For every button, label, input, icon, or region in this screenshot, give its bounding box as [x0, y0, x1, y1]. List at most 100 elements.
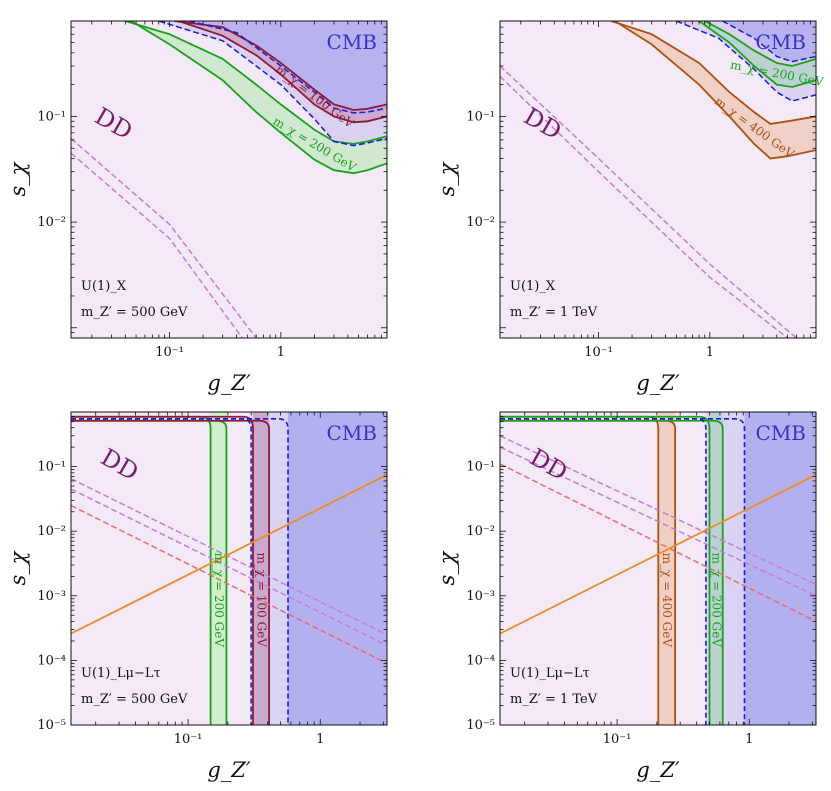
- red-band-edge-line: [71, 419, 270, 725]
- model-label: U(1)_X: [81, 279, 127, 294]
- x-axis-label: g_Z′: [207, 758, 251, 782]
- pink-dashed-line: [500, 435, 816, 586]
- green-band-lower-line: [698, 21, 816, 88]
- panel-br: m_χ = 400 GeV m_χ = 200 GeV 10⁻¹ 1 10⁻⁵ 10⁻⁴ 1…: [435, 411, 817, 782]
- x-axis-label: g_Z′: [636, 758, 680, 782]
- plot-area: [500, 21, 816, 338]
- blue-dashed-line: [722, 21, 816, 63]
- panel-bl: m_χ = 200 GeV m_χ = 100 GeV 10⁻¹ 1 10⁻⁵ 10⁻⁴ 1…: [6, 411, 388, 782]
- y-tick-label: 10⁻³: [466, 589, 495, 604]
- cmb-region: [722, 21, 816, 62]
- pink-dashed-line: [71, 137, 257, 338]
- y-tick-label: 10⁻¹: [37, 460, 66, 475]
- green-band-label: m_χ = 200 GeV: [710, 553, 724, 648]
- x-tick-label: 10⁻¹: [603, 732, 632, 747]
- y-tick-label: 10⁻¹: [466, 460, 495, 475]
- salmon-dashed-line: [500, 463, 816, 623]
- y-tick-label: 10⁻⁵: [37, 718, 66, 733]
- axes-frame: [499, 20, 817, 339]
- y-tick-label: 10⁻²: [37, 524, 66, 539]
- y-tick-label: 10⁻⁵: [466, 718, 495, 733]
- green-band-edge-line: [500, 415, 711, 725]
- red-band-lower-line: [178, 21, 387, 124]
- y-tick-label: 10⁻¹: [37, 109, 66, 124]
- brown-band-fill: [611, 21, 816, 159]
- orange-solid-line: [500, 473, 816, 635]
- pink-dashed-line: [500, 65, 797, 338]
- y-axis-label: s_χ: [6, 161, 30, 196]
- cmb-region: [744, 412, 816, 725]
- plot-area: [71, 21, 387, 338]
- mass-label: m_Z′ = 1 TeV: [510, 692, 598, 707]
- red-band-label: m_χ = 100 GeV: [255, 553, 269, 648]
- brown-band-label: m_χ = 400 GeV: [660, 553, 674, 648]
- y-axis-label: s_χ: [6, 550, 30, 585]
- x-tick-label: 1: [745, 732, 753, 747]
- mass-label: m_Z′ = 500 GeV: [81, 305, 188, 320]
- red-band-upper-line: [174, 21, 387, 111]
- y-tick-label: 10⁻¹: [466, 109, 495, 124]
- green-band-label: m_χ = 200 GeV: [212, 553, 226, 648]
- green-band-upper-line: [704, 21, 816, 67]
- y-tick-label: 10⁻²: [466, 215, 495, 230]
- green-band-upper-line: [125, 21, 387, 145]
- green-band-fill: [709, 412, 723, 725]
- axes-frame: [70, 20, 388, 339]
- green-band-edge-line: [500, 419, 724, 725]
- plot-area: [71, 412, 387, 725]
- red-band-edge-line: [71, 415, 254, 725]
- cmb-label: CMB: [756, 421, 806, 445]
- green-band-fill: [125, 21, 387, 174]
- pink-dashed-line: [500, 446, 816, 597]
- green-band-fill: [210, 412, 227, 725]
- cmb-label: CMB: [327, 30, 377, 54]
- cmb-bound-dashed-line: [500, 417, 746, 725]
- cmb-region: [189, 21, 387, 113]
- x-axis-label: g_Z′: [207, 371, 251, 395]
- cmb-label: CMB: [756, 30, 806, 54]
- axes-frame: [499, 411, 817, 726]
- x-tick-label: 10⁻¹: [584, 345, 613, 360]
- blue-dashed-line: [189, 21, 387, 114]
- y-tick-label: 10⁻³: [37, 589, 66, 604]
- model-label: U(1)_Lμ−Lτ: [81, 666, 161, 681]
- blue-dashed-line: [158, 21, 387, 147]
- mass-label: m_Z′ = 500 GeV: [81, 692, 188, 707]
- x-tick-label: 1: [277, 345, 285, 360]
- x-tick-label: 10⁻¹: [174, 732, 203, 747]
- y-axis-label: s_χ: [435, 550, 459, 585]
- model-label: U(1)_Lμ−Lτ: [510, 666, 590, 681]
- axes-frame: [70, 411, 388, 726]
- brown-band-upper-line: [611, 21, 816, 125]
- mass-label: m_Z′ = 1 TeV: [510, 305, 598, 320]
- brown-band-fill: [658, 412, 676, 725]
- pink-dashed-line: [500, 75, 789, 338]
- plot-area: [500, 412, 816, 725]
- y-axis-label: s_χ: [435, 161, 459, 196]
- green-band-fill: [699, 21, 816, 87]
- y-tick-label: 10⁻²: [37, 215, 66, 230]
- x-tick-label: 1: [316, 732, 324, 747]
- y-tick-label: 10⁻⁴: [466, 653, 495, 668]
- orange-solid-line: [71, 473, 387, 635]
- cmb-label: CMB: [327, 421, 377, 445]
- x-tick-label: 1: [706, 345, 714, 360]
- salmon-dashed-line: [71, 504, 387, 665]
- red-band-fill: [253, 412, 270, 725]
- model-label: U(1)_X: [510, 279, 556, 294]
- pink-dashed-line: [71, 488, 387, 647]
- pink-dashed-line: [71, 152, 243, 338]
- blue-dashed-line: [676, 21, 816, 102]
- cmb-region: [287, 412, 387, 725]
- red-band-fill: [174, 21, 387, 123]
- y-tick-label: 10⁻⁴: [37, 653, 66, 668]
- pink-dashed-line: [71, 478, 387, 636]
- x-tick-label: 10⁻¹: [155, 345, 184, 360]
- green-band-lower-line: [130, 21, 387, 175]
- y-tick-label: 10⁻²: [466, 524, 495, 539]
- brown-band-lower-line: [614, 21, 816, 160]
- x-axis-label: g_Z′: [636, 371, 680, 395]
